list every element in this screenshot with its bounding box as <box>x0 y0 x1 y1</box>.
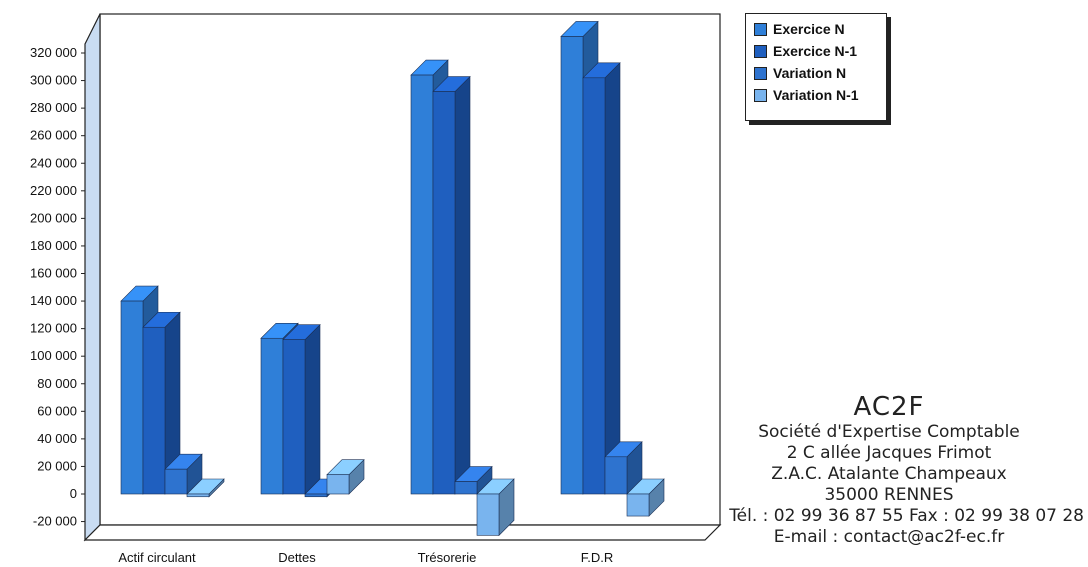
chart-floor <box>83 524 722 541</box>
bar <box>304 493 328 498</box>
company-phone: Tél. : 02 99 36 87 55 Fax : 02 99 38 07 … <box>729 506 1084 526</box>
y-tick-label: 260 000 <box>30 128 77 143</box>
y-tick-label: -20 000 <box>33 514 77 529</box>
bar-side <box>604 62 621 495</box>
y-tick-label: 40 000 <box>37 431 77 446</box>
x-tick-label: Trésorerie <box>418 550 477 565</box>
bar <box>120 300 144 495</box>
company-city: 35000 RENNES <box>824 485 954 505</box>
y-tick-label: 140 000 <box>30 293 77 308</box>
y-tick-label: 60 000 <box>37 403 77 418</box>
legend-swatch <box>754 44 767 58</box>
y-tick-label: 160 000 <box>30 266 77 281</box>
company-address: 2 C allée Jacques Frimot <box>786 443 992 463</box>
bar <box>476 493 500 536</box>
legend-swatch <box>754 22 767 36</box>
bar-side <box>454 75 471 495</box>
company-address: Z.A.C. Atalante Champeaux <box>771 464 1007 484</box>
legend-item: Exercice N <box>754 18 886 40</box>
bar <box>142 326 166 495</box>
legend-item: Exercice N-1 <box>754 40 886 62</box>
y-tick-label: 200 000 <box>30 210 77 225</box>
legend-label: Exercice N-1 <box>773 43 858 59</box>
legend-label: Variation N-1 <box>773 87 859 103</box>
bar-side <box>304 323 321 495</box>
y-tick-label: 240 000 <box>30 155 77 170</box>
y-tick-label: 80 000 <box>37 376 77 391</box>
chart-side-wall <box>84 13 101 542</box>
bar <box>410 74 434 495</box>
company-name: AC2F <box>853 392 925 422</box>
bar <box>326 474 350 495</box>
company-email: E-mail : contact@ac2f-ec.fr <box>773 527 1005 547</box>
y-tick-label: 300 000 <box>30 73 77 88</box>
y-tick-label: 320 000 <box>30 45 77 60</box>
company-stamp: AC2F Société d'Expertise Comptable 2 C a… <box>690 392 1088 548</box>
bar <box>604 456 628 495</box>
y-tick-label: 120 000 <box>30 321 77 336</box>
bar <box>432 91 456 495</box>
y-tick-label: 100 000 <box>30 348 77 363</box>
y-tick-label: 0 <box>70 486 77 501</box>
bar <box>186 493 210 498</box>
x-tick-label: F.D.R <box>581 550 614 565</box>
bar <box>454 481 478 495</box>
x-tick-label: Dettes <box>278 550 316 565</box>
bar <box>164 468 188 495</box>
y-tick-label: 220 000 <box>30 183 77 198</box>
y-tick-label: 20 000 <box>37 458 77 473</box>
legend-item: Variation N <box>754 62 886 84</box>
chart-legend: Exercice N Exercice N-1 Variation N Vari… <box>745 13 887 121</box>
legend-label: Variation N <box>773 65 847 81</box>
legend-swatch <box>754 66 767 80</box>
company-line: Société d'Expertise Comptable <box>758 422 1020 442</box>
bar <box>626 493 650 517</box>
legend-item: Variation N-1 <box>754 84 886 106</box>
y-tick-label: 280 000 <box>30 100 77 115</box>
bar <box>560 36 584 495</box>
bar <box>282 339 306 495</box>
bar <box>260 337 284 495</box>
y-tick-label: 180 000 <box>30 238 77 253</box>
legend-swatch <box>754 88 767 102</box>
x-tick-label: Actif circulant <box>118 550 196 565</box>
legend-label: Exercice N <box>773 21 845 37</box>
bar <box>582 77 606 495</box>
